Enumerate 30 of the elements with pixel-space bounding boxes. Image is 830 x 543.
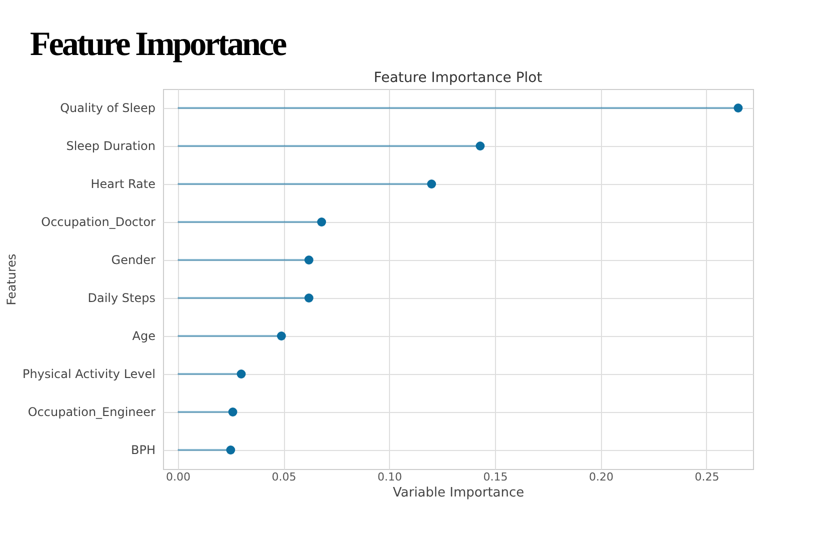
point bbox=[226, 446, 236, 454]
y-tick-label: Occupation_Engineer bbox=[28, 405, 156, 419]
point bbox=[236, 370, 246, 378]
point bbox=[304, 256, 314, 264]
y-tick-label: Sleep Duration bbox=[66, 139, 156, 153]
y-tick-label: Gender bbox=[111, 253, 156, 267]
y-tick-label: Quality of Sleep bbox=[60, 101, 156, 115]
point bbox=[317, 218, 326, 226]
x-tick-label: 0.15 bbox=[483, 470, 508, 484]
point bbox=[734, 104, 743, 112]
chart-title: Feature Importance bbox=[30, 26, 287, 65]
y-axis-title: Features bbox=[4, 254, 19, 306]
y-tick-label: Physical Activity Level bbox=[22, 367, 156, 381]
y-tick-label: BPH bbox=[131, 443, 156, 457]
x-tick-label: 0.05 bbox=[272, 470, 296, 484]
chart-subtitle: Feature Importance Plot bbox=[374, 70, 543, 86]
x-axis-title: Variable Importance bbox=[392, 486, 524, 500]
point bbox=[228, 408, 238, 416]
y-tick-label: Occupation_Doctor bbox=[41, 215, 156, 229]
y-tick-label: Heart Rate bbox=[90, 177, 156, 191]
y-tick-label: Daily Steps bbox=[88, 291, 156, 305]
y-tick-label: Age bbox=[132, 329, 156, 343]
x-tick-label: 0.20 bbox=[588, 470, 614, 484]
x-tick-label: 0.10 bbox=[378, 470, 402, 484]
x-tick-label: 0.25 bbox=[694, 470, 720, 484]
point bbox=[427, 180, 436, 188]
x-tick-label: 0.00 bbox=[166, 470, 191, 484]
point bbox=[276, 332, 286, 340]
point bbox=[304, 294, 314, 302]
point bbox=[476, 142, 485, 150]
